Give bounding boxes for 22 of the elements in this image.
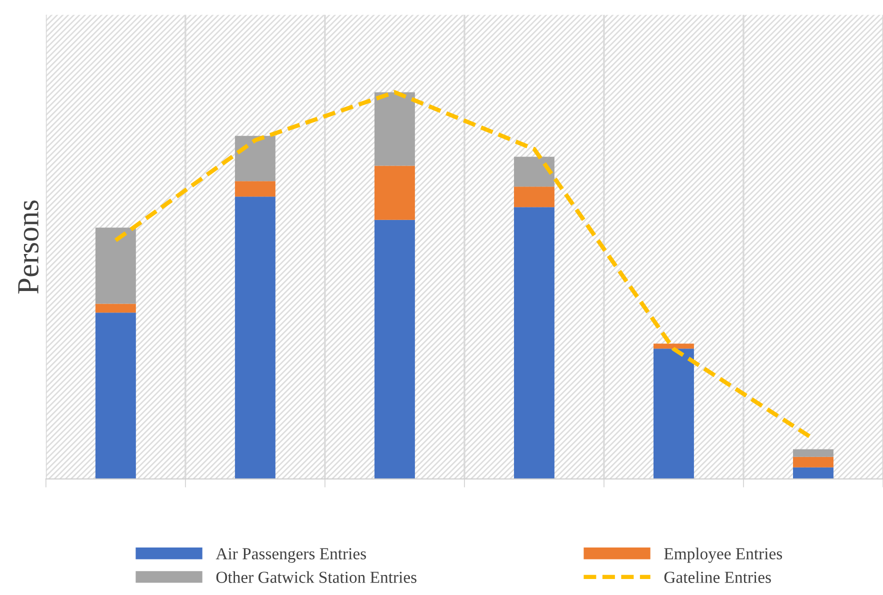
bar xyxy=(234,196,276,479)
bar xyxy=(514,207,554,479)
bar xyxy=(793,449,834,457)
bar xyxy=(793,467,834,479)
bar xyxy=(95,312,136,479)
bar xyxy=(374,220,415,479)
bar xyxy=(374,166,415,220)
bar xyxy=(374,92,415,166)
bar xyxy=(95,228,136,304)
legend-label: Employee Entries xyxy=(664,548,782,563)
bar xyxy=(793,456,834,468)
legend-label: Gateline Entries xyxy=(664,571,771,583)
bar xyxy=(654,348,694,479)
bar xyxy=(514,186,554,208)
bar xyxy=(95,304,136,313)
legend-label: Air Passengers Entries xyxy=(216,548,366,563)
bar xyxy=(654,344,694,349)
y-axis-title: Persons xyxy=(18,200,39,294)
bar xyxy=(514,156,554,187)
bar xyxy=(234,136,276,182)
bar xyxy=(234,181,276,197)
legend-label: Other Gatwick Station Entries xyxy=(216,571,416,583)
